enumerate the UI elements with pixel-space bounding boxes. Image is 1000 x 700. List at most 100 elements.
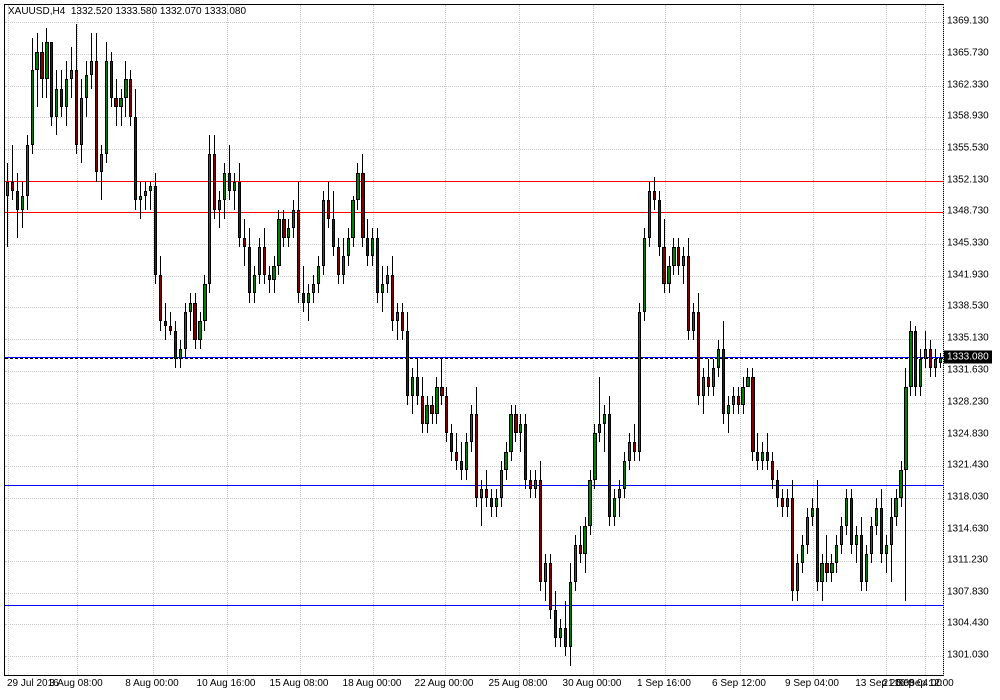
time-tick: 30 Aug 00:00 [563, 678, 622, 689]
candle-wick [190, 293, 191, 330]
price-tick: 1369.130 [947, 16, 989, 27]
chart-title: XAUUSD,H4 1332.520 1333.580 1332.070 133… [8, 6, 246, 17]
candle-body [110, 61, 113, 98]
candle-body [801, 545, 804, 564]
candle-body [342, 256, 345, 275]
candle-body [263, 247, 266, 275]
candle-body [796, 563, 799, 591]
time-tick: 15 Aug 08:00 [270, 678, 329, 689]
candle-body [549, 563, 552, 610]
price-tick: 1358.930 [947, 111, 989, 122]
candle-body [430, 405, 433, 414]
candle-body [574, 545, 577, 582]
candle-body [870, 526, 873, 554]
candle-body [727, 405, 730, 414]
candle-body [628, 442, 631, 461]
candle-body [880, 508, 883, 555]
grid-line-v [665, 5, 666, 675]
candle-body [820, 563, 823, 582]
grid-line-h [5, 276, 943, 277]
time-tick: 25 Aug 08:00 [489, 678, 548, 689]
time-tick: 18 Aug 00:00 [343, 678, 402, 689]
candle-wick [170, 312, 171, 335]
ohlc-high: 1333.580 [115, 6, 157, 17]
candle-body [539, 480, 542, 582]
candle-body [564, 628, 567, 647]
candle-body [677, 247, 680, 266]
candle-body [282, 219, 285, 238]
horizontal-line[interactable] [5, 212, 943, 213]
candle-body [45, 42, 48, 79]
candle-body [406, 331, 409, 396]
current-price-line [5, 358, 943, 359]
candle-body [317, 266, 320, 285]
candle-body [667, 266, 670, 285]
horizontal-line[interactable] [5, 605, 943, 606]
candle-body [307, 293, 310, 302]
candle-body [134, 117, 137, 201]
candle-wick [308, 284, 309, 321]
candle-body [583, 526, 586, 554]
candle-body [450, 433, 453, 452]
candle-body [579, 545, 582, 554]
time-tick: 1 Sep 16:00 [637, 678, 691, 689]
candle-body [593, 433, 596, 480]
price-tick: 1324.830 [947, 428, 989, 439]
candle-wick [520, 414, 521, 451]
grid-line-h [5, 244, 943, 245]
candle-body [603, 414, 606, 423]
grid-line-h [5, 339, 943, 340]
candle-body [559, 628, 562, 637]
price-tick: 1345.330 [947, 237, 989, 248]
grid-line-v [227, 5, 228, 675]
candle-wick [683, 247, 684, 284]
symbol-label: XAUUSD [8, 6, 50, 17]
candle-body [509, 414, 512, 451]
grid-line-v [300, 5, 301, 675]
candle-wick [856, 526, 857, 563]
candle-body [193, 303, 196, 340]
candle-body [223, 173, 226, 201]
candle-body [653, 191, 656, 200]
candle-body [277, 219, 280, 266]
candle-body [929, 349, 932, 368]
grid-line-h [5, 371, 943, 372]
candle-body [35, 52, 38, 71]
price-tick: 1335.130 [947, 332, 989, 343]
candle-body [455, 452, 458, 461]
candle-body [322, 200, 325, 265]
candle-body [253, 275, 256, 294]
candle-body [440, 387, 443, 396]
candle-wick [219, 191, 220, 228]
candle-body [75, 70, 78, 144]
candle-wick [728, 396, 729, 433]
candle-body [875, 508, 878, 527]
chart-container: XAUUSD,H4 1332.520 1333.580 1332.070 133… [0, 0, 1000, 700]
candle-body [228, 173, 231, 192]
candle-body [865, 554, 868, 582]
candle-body [332, 219, 335, 247]
candle-body [198, 321, 201, 340]
candle-body [835, 545, 838, 564]
candle-body [816, 508, 819, 582]
candle-body [697, 312, 700, 396]
price-tick: 1318.030 [947, 491, 989, 502]
grid-line-v [519, 5, 520, 675]
grid-line-v [813, 5, 814, 675]
candle-body [588, 480, 591, 527]
candle-body [781, 498, 784, 507]
candle-body [248, 247, 251, 294]
candle-body [386, 275, 389, 284]
candle-body [347, 238, 350, 257]
grid-line-h [5, 403, 943, 404]
chart-plot-area[interactable] [4, 4, 944, 676]
candle-body [830, 563, 833, 572]
candle-wick [397, 303, 398, 340]
candle-body [658, 200, 661, 247]
candle-body [16, 191, 19, 210]
candle-body [702, 377, 705, 396]
grid-line-v [153, 5, 154, 675]
candle-body [776, 480, 779, 499]
candle-wick [12, 145, 13, 201]
candle-body [119, 98, 122, 107]
